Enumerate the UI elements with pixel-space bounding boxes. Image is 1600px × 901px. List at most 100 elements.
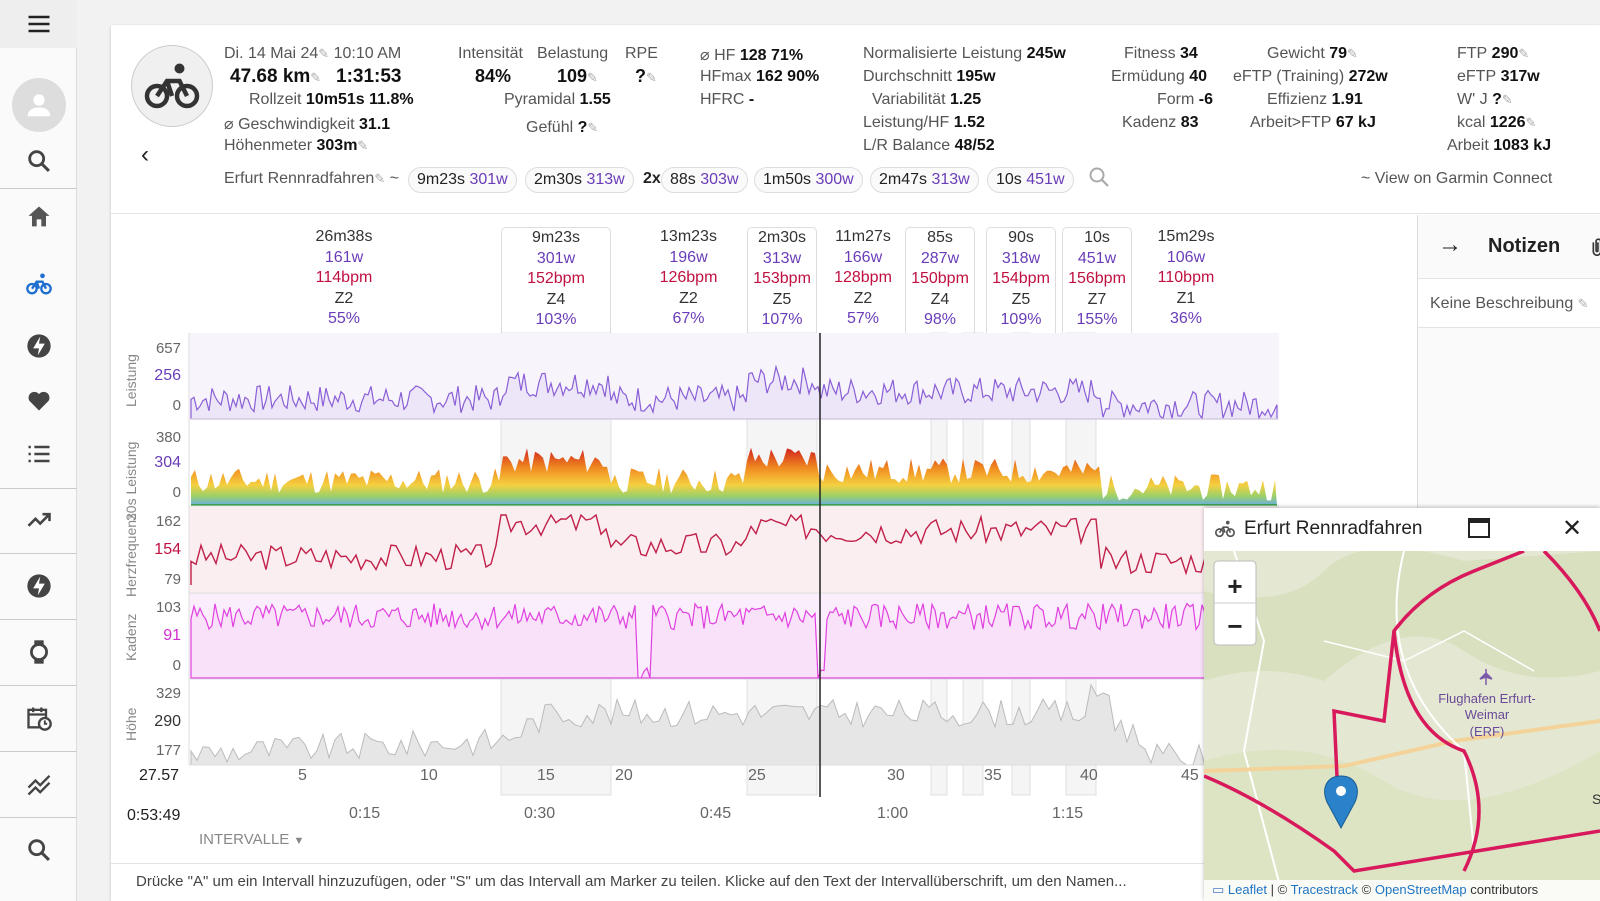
home-icon[interactable] bbox=[0, 190, 77, 244]
hfmax-label: HFmax bbox=[700, 68, 752, 85]
kcal-label: kcal bbox=[1457, 114, 1486, 131]
menu-icon[interactable] bbox=[0, 0, 77, 48]
p30-max: 380 bbox=[155, 429, 181, 446]
bike-icon bbox=[1212, 518, 1238, 545]
bike-icon[interactable] bbox=[0, 257, 77, 311]
hint-text: Drücke "A" um ein Intervall hinzuzufügen… bbox=[136, 873, 1127, 890]
activity-type-icon bbox=[131, 45, 213, 127]
interval-chip[interactable]: 9m23s 301w bbox=[408, 167, 517, 193]
hfrc-value: - bbox=[748, 91, 755, 108]
p30-min: 0 bbox=[172, 484, 181, 501]
interval-header[interactable]: 2m30s 313w 153bpm Z5 107% bbox=[747, 227, 817, 333]
watch-icon[interactable] bbox=[0, 625, 77, 679]
interval-chip[interactable]: 2m47s 313w bbox=[870, 167, 979, 193]
distance-tick: 10 bbox=[420, 767, 438, 784]
rollzeit-label: Rollzeit bbox=[249, 91, 302, 108]
form-label: Form bbox=[1157, 91, 1195, 108]
hr-mid: 154 bbox=[154, 541, 181, 558]
location-marker-icon[interactable] bbox=[1324, 775, 1358, 830]
eftp-label: eFTP bbox=[1457, 68, 1497, 85]
interval-chip[interactable]: 10s 451w bbox=[987, 167, 1074, 193]
wj-label: W' J bbox=[1457, 91, 1488, 108]
interval-header[interactable]: 11m27s 166w 128bpm Z2 57% bbox=[834, 228, 892, 327]
tracestrack-link[interactable]: Tracestrack bbox=[1290, 882, 1359, 897]
search-icon[interactable] bbox=[0, 134, 77, 188]
attachment-icon[interactable] bbox=[1586, 233, 1600, 266]
interval-header[interactable]: 9m23s 301w 152bpm Z4 103% bbox=[501, 227, 611, 333]
search-icon[interactable] bbox=[0, 823, 77, 877]
bolt-icon[interactable] bbox=[0, 559, 77, 613]
pyramidal-label: Pyramidal bbox=[504, 91, 576, 108]
airport-label-3: (ERF) bbox=[1470, 724, 1505, 739]
hf-label: ⌀ HF bbox=[700, 47, 736, 64]
cad-max: 103 bbox=[155, 599, 181, 616]
cadence-axis-label: Kadenz bbox=[123, 613, 139, 661]
efficiency-label: Effizienz bbox=[1267, 91, 1328, 108]
map-window: Erfurt Rennradfahren ✕ + − Flughafen Erf… bbox=[1204, 508, 1600, 901]
osm-link[interactable]: OpenStreetMap bbox=[1374, 882, 1467, 897]
heart-icon[interactable] bbox=[0, 373, 77, 427]
variability-label: Variabilität bbox=[872, 91, 946, 108]
time-tick: 0:45 bbox=[700, 805, 732, 822]
intervals-dropdown[interactable]: INTERVALLE ▼ bbox=[199, 831, 305, 848]
close-icon[interactable]: ✕ bbox=[1562, 515, 1583, 542]
airport-label-2: Weimar bbox=[1465, 707, 1510, 722]
activity-date: Di. 14 Mai 24 bbox=[224, 45, 319, 62]
eftp-training-label: eFTP (Training) bbox=[1233, 68, 1345, 85]
altitude-series bbox=[190, 683, 1278, 767]
maximize-icon[interactable] bbox=[1468, 518, 1490, 538]
power30-axis-label: 30s Leistung bbox=[123, 441, 139, 521]
pyramidal-value: 1.55 bbox=[579, 91, 611, 108]
garmin-link[interactable]: ~ View on Garmin Connect bbox=[1361, 170, 1553, 187]
rpe-value[interactable]: ? bbox=[635, 66, 646, 86]
bolt-icon[interactable] bbox=[0, 319, 77, 373]
interval-chip[interactable]: 2m30s 313w bbox=[525, 167, 634, 193]
compare-icon[interactable] bbox=[0, 757, 77, 811]
variability-value: 1.25 bbox=[949, 91, 982, 108]
fatigue-label: Ermüdung bbox=[1111, 68, 1185, 85]
elevation-label: Höhenmeter bbox=[224, 137, 313, 154]
hfmax-value: 162 bbox=[756, 68, 783, 85]
interval-chip[interactable]: 88s 303w bbox=[661, 167, 748, 193]
fitness-label: Fitness bbox=[1124, 45, 1176, 62]
list-icon[interactable] bbox=[0, 427, 77, 481]
distance-tick: 35 bbox=[984, 767, 1002, 784]
ftp-label: FTP bbox=[1457, 45, 1488, 62]
distance-tick: 5 bbox=[298, 767, 307, 784]
weight-label: Gewicht bbox=[1267, 45, 1325, 62]
work-label: Arbeit bbox=[1447, 137, 1489, 154]
interval-header[interactable]: 10s 451w 156bpm Z7 155% bbox=[1062, 227, 1132, 333]
activity-name[interactable]: Erfurt Rennradfahren bbox=[224, 170, 375, 187]
arrow-right-icon[interactable]: → bbox=[1438, 231, 1462, 258]
distance-tick: 20 bbox=[615, 767, 633, 784]
interval-header[interactable]: 15m29s 106w 110bpm Z1 36% bbox=[1157, 228, 1215, 327]
distance-tick: 30 bbox=[887, 767, 905, 784]
trend-icon[interactable] bbox=[0, 493, 77, 547]
interval-header[interactable]: 13m23s 196w 126bpm Z2 67% bbox=[659, 228, 718, 327]
duration: 1:31:53 bbox=[336, 66, 402, 87]
load-value: 109 bbox=[557, 66, 588, 86]
airport-icon bbox=[1479, 669, 1493, 685]
interval-chip[interactable]: 1m50s 300w bbox=[754, 167, 863, 193]
interval-header[interactable]: 85s 287w 150bpm Z4 98% bbox=[905, 227, 975, 333]
cursor-time: 0:53:49 bbox=[127, 807, 181, 824]
avatar[interactable] bbox=[0, 78, 77, 132]
feel-value[interactable]: ? bbox=[577, 119, 588, 136]
cursor-distance: 27.57 bbox=[139, 767, 180, 784]
power-hr-value: 1.52 bbox=[953, 114, 985, 131]
zoom-out-button[interactable]: − bbox=[1227, 611, 1242, 641]
interval-header[interactable]: 26m38s 161w 114bpm Z2 55% bbox=[315, 228, 373, 327]
leaflet-link[interactable]: Leaflet bbox=[1227, 882, 1267, 897]
alt-max: 329 bbox=[155, 685, 181, 702]
interval-header[interactable]: 90s 318w 154bpm Z5 109% bbox=[986, 227, 1056, 333]
back-chevron-icon[interactable]: ‹ bbox=[141, 141, 149, 168]
distance: 47.68 km bbox=[230, 66, 311, 87]
notes-description[interactable]: Keine Beschreibung bbox=[1430, 295, 1574, 312]
activity-chart[interactable] bbox=[111, 25, 1311, 825]
zoom-in-button[interactable]: + bbox=[1227, 571, 1242, 601]
map-canvas[interactable]: + − Flughafen Erfurt- Weimar (ERF) S bbox=[1204, 551, 1600, 901]
calendar-icon[interactable] bbox=[0, 691, 77, 745]
search-icon[interactable] bbox=[1087, 165, 1111, 194]
power-axis-label: Leistung bbox=[123, 354, 139, 407]
weight-value: 79 bbox=[1329, 45, 1348, 62]
